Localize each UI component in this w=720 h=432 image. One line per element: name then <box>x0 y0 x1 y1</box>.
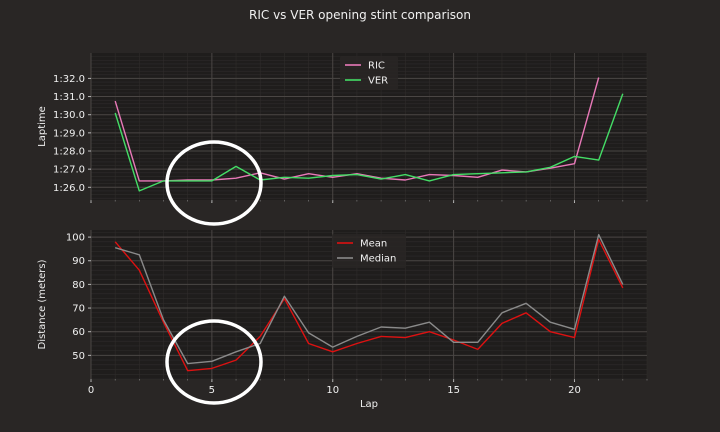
y-tick-label: 70 <box>72 304 85 315</box>
legend: RIC VER <box>340 56 398 90</box>
series-line-mean <box>114 238 624 372</box>
y-tick-label: 90 <box>72 256 85 267</box>
x-tick-label: 10 <box>326 385 339 396</box>
series-line-ver <box>114 93 624 192</box>
y-tick-label: 80 <box>72 280 85 291</box>
y-tick-label: 1:29.0 <box>53 128 85 139</box>
legend-label: RIC <box>368 61 385 72</box>
x-tick-label: 0 <box>88 385 94 396</box>
highlight-circle <box>165 319 263 405</box>
major-grid <box>90 53 647 200</box>
y-tick-label: 50 <box>72 351 85 362</box>
figure-title: RIC vs VER opening stint comparison <box>249 8 471 22</box>
x-tick-label: 15 <box>447 385 460 396</box>
x-tick-label: 20 <box>568 385 581 396</box>
y-tick-label: 60 <box>72 327 85 338</box>
y-tick-label: 1:27.0 <box>53 165 85 176</box>
legend: Mean Median <box>332 234 406 268</box>
legend-label: VER <box>368 76 388 87</box>
series-line-ric <box>114 77 600 182</box>
series-line-median <box>115 233 624 365</box>
x-tick-label: 5 <box>209 385 215 396</box>
highlight-circle <box>165 140 263 226</box>
y-tick-label: 1:30.0 <box>53 110 85 121</box>
y-axis-label: Laptime <box>37 106 48 147</box>
y-tick-label: 1:26.0 <box>53 183 85 194</box>
y-tick-label: 1:31.0 <box>53 92 85 103</box>
distance-panel: 0 5 10 15 20 50 60 70 80 90 100 Mean Median Distance … <box>37 230 648 410</box>
y-tick-label: 100 <box>66 233 85 244</box>
x-axis-label: Lap <box>360 399 378 410</box>
y-tick-label: 1:28.0 <box>53 147 85 158</box>
legend-label: Median <box>360 254 396 265</box>
y-tick-label: 1:32.0 <box>53 74 85 85</box>
laptime-panel: 1:26.0 1:27.0 1:28.0 1:29.0 1:30.0 1:31.0 1:32… <box>37 53 648 226</box>
legend-label: Mean <box>360 239 387 250</box>
y-axis-label: Distance (meters) <box>37 259 48 349</box>
